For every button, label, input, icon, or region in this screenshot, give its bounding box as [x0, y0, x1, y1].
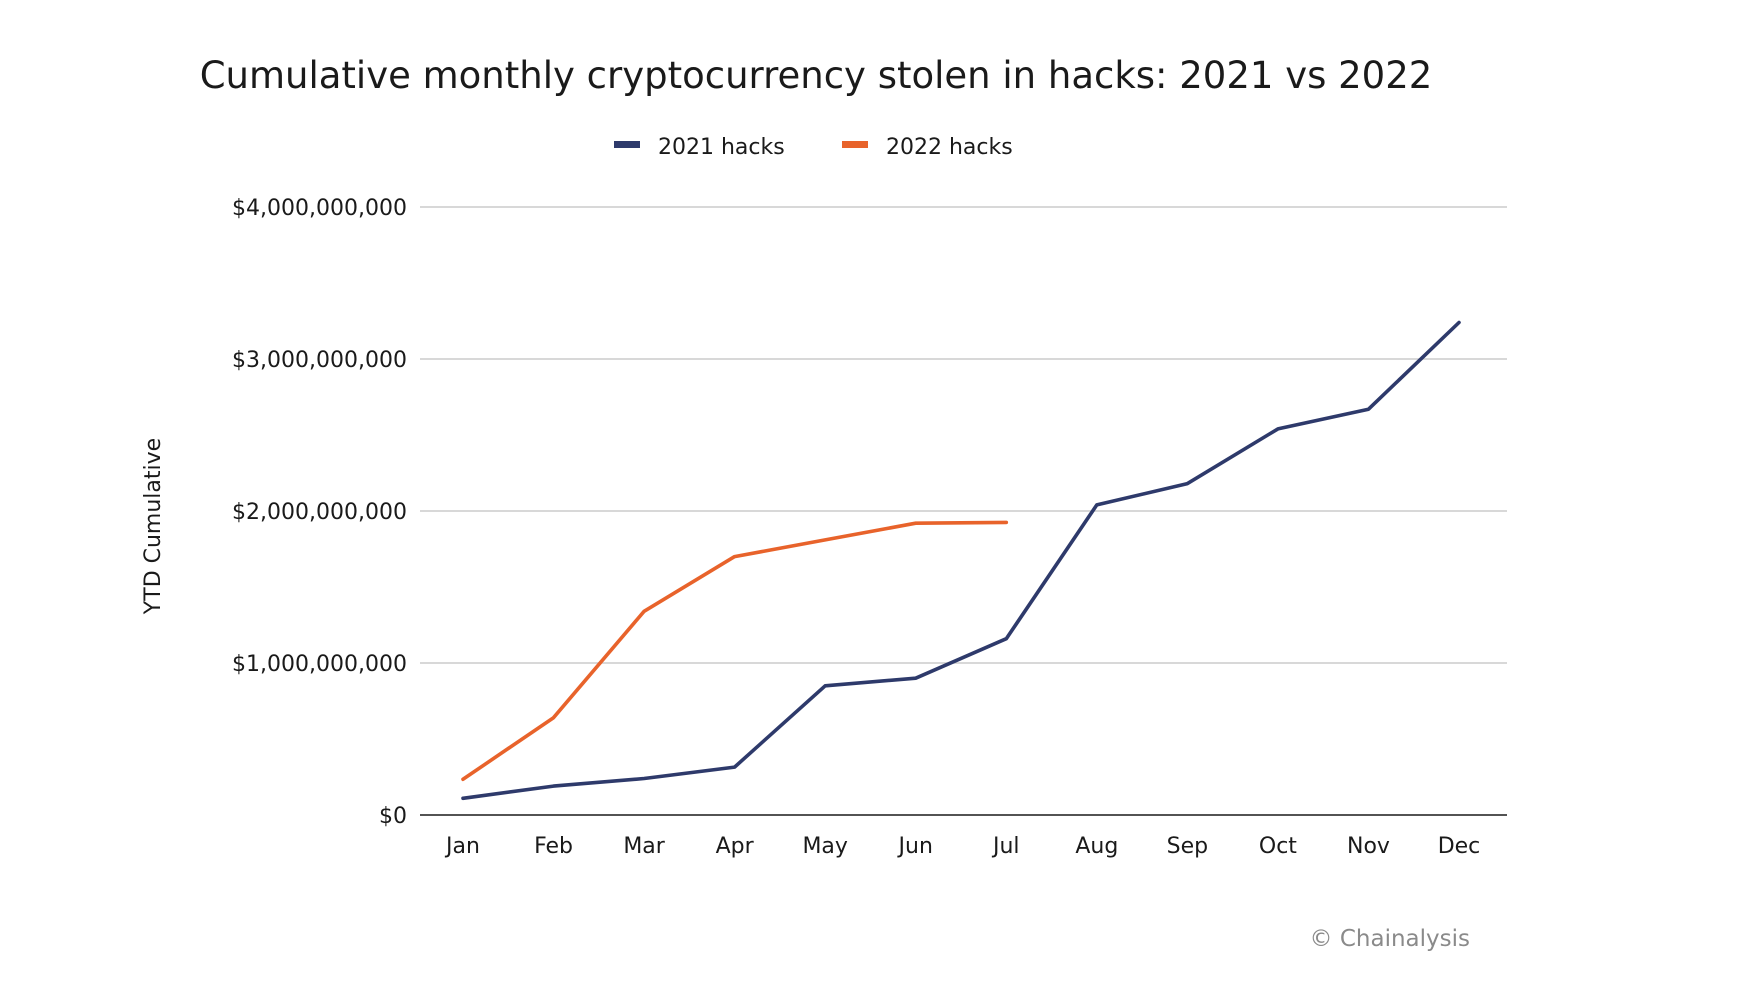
y-axis-title: YTD Cumulative	[141, 438, 166, 615]
legend: 2021 hacks 2022 hacks	[614, 135, 1013, 160]
x-tick-label: Apr	[716, 834, 755, 859]
y-tick-label: $2,000,000,000	[232, 500, 407, 525]
x-tick-label: May	[802, 834, 847, 859]
y-axis-ticks: $0 $1,000,000,000 $2,000,000,000 $3,000,000…	[232, 196, 407, 829]
series-line-2022	[461, 520, 1009, 782]
legend-label: 2022 hacks	[886, 135, 1013, 160]
series-line-2021	[461, 320, 1461, 801]
x-tick-label: Oct	[1259, 834, 1297, 859]
legend-label: 2021 hacks	[658, 135, 785, 160]
x-tick-label: Jan	[444, 834, 480, 859]
x-tick-label: Mar	[623, 834, 665, 859]
source-credit: © Chainalysis	[1310, 926, 1470, 952]
y-tick-label: $3,000,000,000	[232, 348, 407, 373]
x-axis-ticks: Jan Feb Mar Apr May Jun Jul Aug Sep Oct Nov Dec	[444, 834, 1480, 859]
x-tick-label: Jun	[897, 834, 933, 859]
x-tick-label: Dec	[1438, 834, 1481, 859]
x-tick-label: Feb	[534, 834, 573, 859]
x-tick-label: Aug	[1075, 834, 1118, 859]
x-tick-label: Nov	[1347, 834, 1390, 859]
gridlines	[420, 206, 1507, 816]
x-tick-label: Sep	[1167, 834, 1208, 859]
y-tick-label: $4,000,000,000	[232, 196, 407, 221]
y-tick-label: $1,000,000,000	[232, 652, 407, 677]
x-tick-label: Jul	[991, 834, 1020, 859]
legend-swatch	[614, 141, 640, 148]
series-layer	[461, 320, 1461, 801]
chart-title: Cumulative monthly cryptocurrency stolen…	[200, 54, 1433, 97]
legend-swatch	[842, 141, 868, 148]
y-tick-label: $0	[379, 804, 407, 829]
